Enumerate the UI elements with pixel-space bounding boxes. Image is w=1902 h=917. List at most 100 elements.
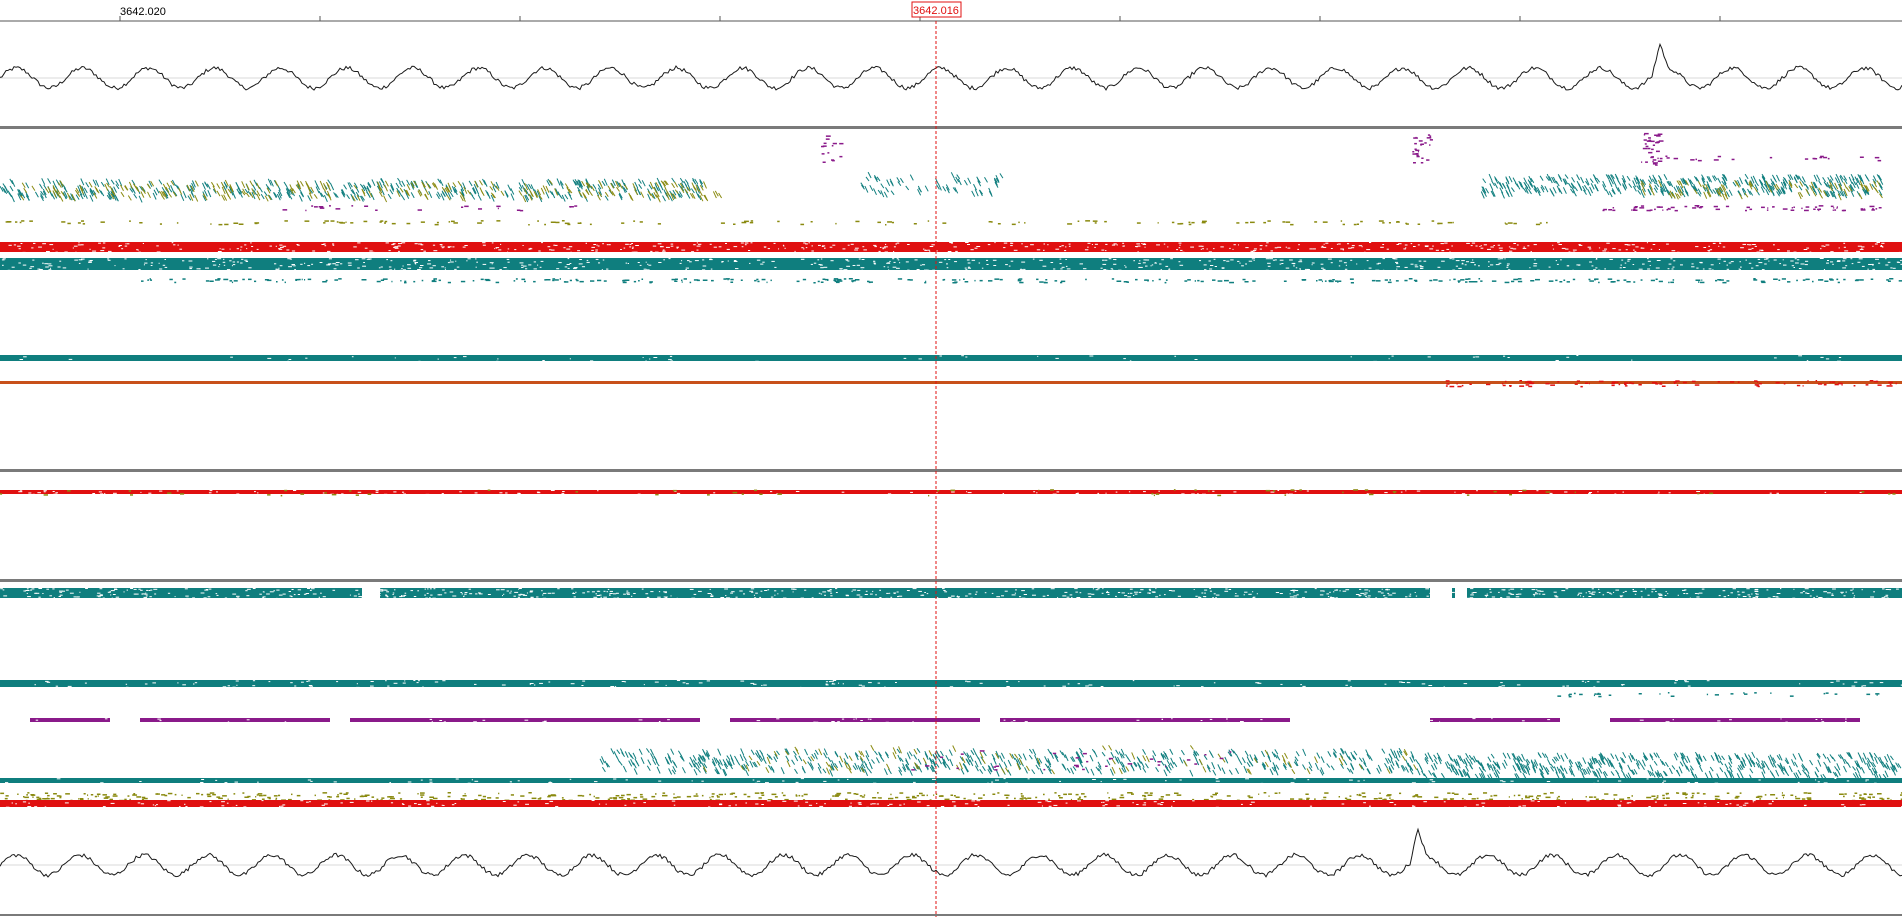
g1-teal-band-gap [1647,268,1651,270]
g1-red-band-gap [528,248,531,250]
g1-teal-band-gap [232,258,234,260]
g3-teal-band-gap [1381,588,1383,590]
g3-teal-band-gap [975,591,978,593]
g2-olive-specks-mark [367,493,372,495]
g3-purple-line-gap [1845,721,1847,723]
g1-olive-slants-left-mark [523,187,528,195]
g1-red-specks-mark [1661,385,1666,387]
g1-purple-burst-2-mark [1420,162,1424,164]
g1-teal-band-gap [1019,269,1023,271]
g3-teal-line-gap [177,682,179,684]
g3-teal-slants-mark [945,754,950,762]
g3-purple-line-gap [35,719,39,721]
g1-teal-band-gap [1168,268,1171,270]
g3-teal-slants-mark [929,766,934,773]
g2-red-line-gap [713,492,716,494]
g1-teal-band-gap [1396,268,1398,270]
g3-purple-line-gap [227,721,230,723]
g3-teal-band-gap [1665,591,1667,593]
g1-teal-slants-mid-mark [896,177,901,183]
g1-purple-burst-1-mark [825,138,830,140]
g1-teal-slants-left-mark [95,179,100,188]
g1-olive-slants-right-mark [1658,179,1662,188]
g1-teal-dashes-mark [1212,279,1216,281]
g1-teal-band-gap [1298,261,1303,263]
g1-red-band-gap [718,246,722,248]
g3-teal-band-gap [1107,593,1110,595]
g3-teal-slants-mark [1253,754,1258,761]
g3-teal-line-gap [829,681,831,683]
g1-teal-band-gap [1823,269,1826,270]
g1-olive-slants-left-mark [249,180,254,187]
g1-red-band-gap [433,250,438,252]
g2-olive-specks-mark [1364,489,1369,491]
g1-olive-slants-left-mark [679,182,684,189]
g1-teal-band-gap [1717,258,1721,260]
g1-teal-band-gap [1719,262,1721,264]
g1-teal-slants-right-mark [1483,190,1487,197]
g1-red-specks-mark [1802,385,1804,387]
g3-teal-band-gap [942,588,945,590]
g3-teal-band-gap [509,592,512,594]
g3-teal-slants-mark [998,763,1003,770]
g1-teal-band-gap [1649,265,1651,266]
g1-purple-row-right [1602,205,1882,212]
g1-teal-band-gap [1892,267,1896,269]
g3-teal-line-gap [294,685,297,687]
g1-red-band-gap [494,248,496,250]
g1-olive-slants-left-mark [178,187,183,195]
g3-teal-slants-mark [1206,764,1211,770]
g1-teal-slants-right-mark [1737,190,1742,196]
g3-teal-band-gap [1491,596,1496,598]
g3-teal-band-gap [146,589,149,591]
g3-teal-slants-mark [785,755,790,762]
g1-teal-band-gap [819,264,823,266]
g3-teal-slants-right-mark [1702,755,1707,762]
g3-teal-band-gap [203,597,207,599]
g1-teal-band-gap [1667,268,1670,270]
g1-teal-slants-right-mark [1523,177,1528,184]
trace-bottom [0,827,1902,878]
g3-teal-slants-mark [1308,766,1313,772]
g3-teal-band-gap [1622,591,1625,593]
g3-teal-band-gap [380,589,383,591]
g2-olive-specks-mark [1194,489,1197,491]
g1-teal-band-gap [702,259,705,261]
g1-red-band-gap [1607,251,1610,253]
g3-teal-slants-mark [946,764,951,771]
g1-teal-dashes-mark [925,280,927,283]
g1-olive-slants-right-mark [1843,188,1848,197]
g1-olive-slants-left-mark [245,183,250,191]
g3-teal-slants-mark [1261,763,1266,771]
g1-red-band-gap [1065,246,1067,248]
g1-red-band-gap [1646,242,1648,244]
g3-teal-slants-mark [1047,765,1052,772]
g1-olive-slants-left-mark [146,183,151,189]
track-area[interactable] [0,42,1902,916]
g1-teal-dashes-mark [924,281,927,284]
g3-teal-line-gap [1854,681,1858,683]
g1-purple-dots-mark [1731,158,1735,161]
g3-teal-slants-mark [1142,748,1147,755]
g1-teal-slants-left-mark [202,182,206,190]
g1-teal-dashes-mark [1555,279,1558,282]
g1-teal-band-gap [288,266,292,268]
g1-olive-slants-left-mark [165,186,170,193]
g1-teal-slants-left-mark [389,189,394,195]
g1-teal-band-gap [506,258,510,260]
g3-teal-slants-mark [908,751,913,757]
g3-teal-band-gap [1342,590,1347,592]
g1-teal-slants-right-mark [1812,181,1817,189]
g1-olive-slants-left-mark [655,191,660,198]
g1-olive-slants-left-mark [326,190,331,199]
g3-teal-band-gap [1330,596,1333,598]
g3-teal-band-gap [783,597,787,599]
g2-red-line-gap [459,491,462,493]
g3-teal-band-gap [1289,593,1291,595]
g1-teal-slants-right-mark [1567,182,1572,189]
g1-olive-slants-left-mark [384,180,389,187]
g3-teal-slants-mark [1228,749,1233,757]
g3-teal-band-gap [1380,592,1384,594]
g1-teal-band-gap [1339,260,1343,262]
